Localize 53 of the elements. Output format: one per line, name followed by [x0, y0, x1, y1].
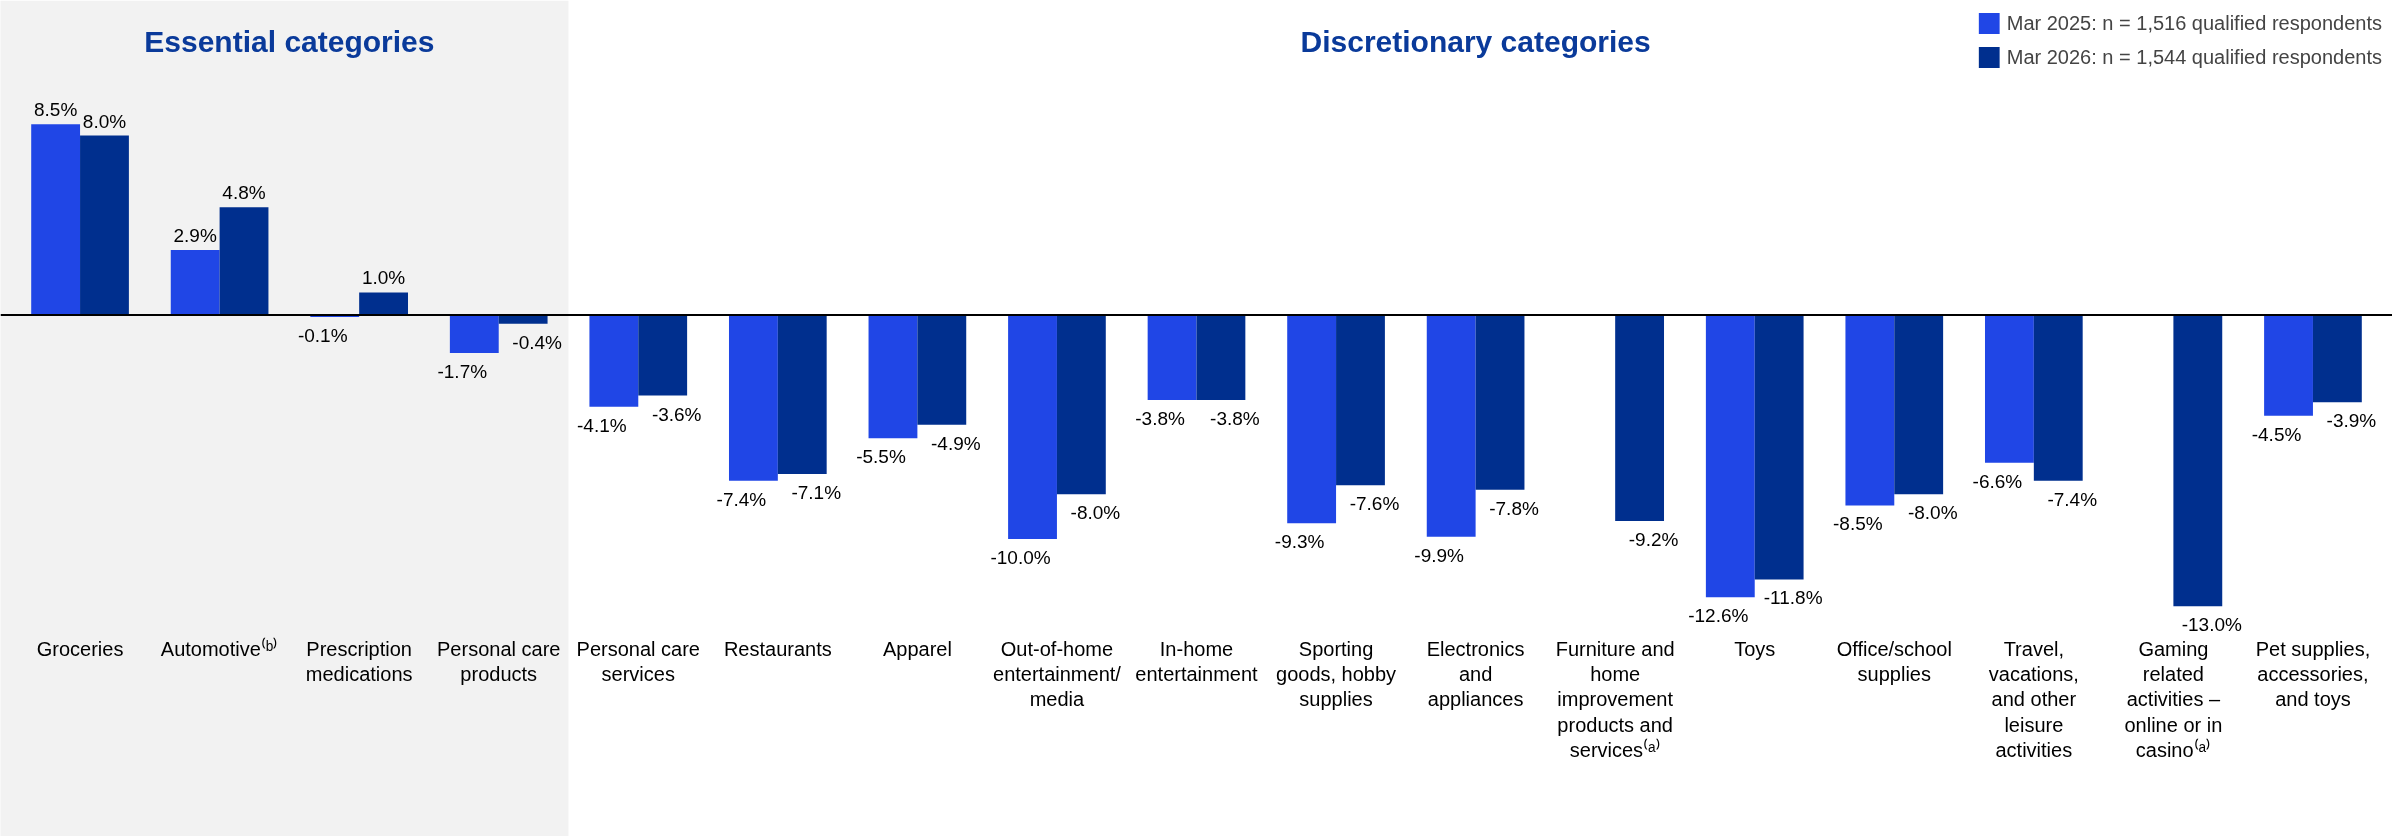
x-tick-label: Restaurants: [723, 637, 832, 660]
data-label: -7.4%: [2047, 488, 2098, 510]
data-label: -13.0%: [2181, 614, 2243, 636]
x-tick-label: Personal care products: [437, 637, 561, 685]
x-tick-label: Travel, vacations, and other leisure activities: [1988, 637, 2079, 761]
x-tick-label: Electronics and appliances: [1426, 637, 1525, 711]
data-label: -7.4%: [716, 488, 767, 510]
data-label: 8.5%: [33, 99, 78, 121]
x-tick-label: In-home entertainment: [1135, 637, 1259, 685]
data-label: -3.8%: [1135, 408, 1185, 430]
x-tick-label: Sporting goods, hobby supplies: [1276, 637, 1397, 711]
x-tick-label: Groceries: [36, 637, 124, 660]
x-tick-label: Personal care services: [576, 637, 700, 685]
x-tick-label: Apparel: [882, 637, 952, 660]
legend-label: Mar 2025: n = 1,516 qualified respondents: [2006, 11, 2382, 35]
x-tick-label: Furniture and home improvement products and services⁽ᵃ⁾: [1555, 637, 1675, 761]
data-label: -4.1%: [577, 414, 627, 436]
x-tick-label: Toys: [1734, 637, 1776, 660]
data-label: -6.6%: [1972, 470, 2023, 492]
data-label: -7.6%: [1349, 493, 1400, 515]
data-label: -7.8%: [1489, 497, 1539, 519]
data-label: -5.5%: [856, 446, 906, 468]
data-label: 1.0%: [361, 267, 406, 289]
data-label: -9.2%: [1628, 529, 1679, 551]
x-tick-label: Automotive⁽ᵇ⁾: [160, 636, 279, 660]
x-tick-label: Office/school supplies: [1836, 637, 1952, 685]
data-label: -8.0%: [1907, 502, 1958, 524]
data-label: -7.1%: [791, 482, 842, 504]
data-label: -8.5%: [1833, 513, 1883, 535]
data-label: -4.5%: [2251, 423, 2302, 445]
x-tick-label: Gaming related activities – online or in casino⁽ᵃ⁾: [2124, 637, 2223, 761]
data-label: -10.0%: [990, 547, 1051, 569]
x-tick-label: Out-of-home entertainment/ media: [993, 637, 1122, 711]
x-tick-label: Pet supplies, accessories, and toys: [2255, 637, 2371, 711]
data-label: -3.9%: [2326, 410, 2377, 432]
x-tick-label: Prescription medications: [305, 637, 413, 685]
data-label: 4.8%: [222, 182, 266, 204]
data-label: -12.6%: [1688, 605, 1749, 627]
data-label: -4.9%: [930, 432, 981, 454]
legend-label: Mar 2026: n = 1,544 qualified respondents: [2006, 45, 2382, 69]
data-label: -1.7%: [437, 360, 488, 382]
data-label: -3.6%: [651, 403, 702, 425]
text: Discretionary categories: [1300, 24, 1651, 58]
data-label: -8.0%: [1070, 502, 1121, 524]
data-label: -3.8%: [1210, 408, 1260, 430]
data-label: 8.0%: [82, 110, 127, 132]
data-label: -0.1%: [297, 325, 348, 347]
data-label: -9.9%: [1414, 544, 1465, 566]
band-label: Essential categories: [144, 24, 435, 58]
data-label: -0.4%: [512, 331, 563, 353]
data-label: -11.8%: [1763, 587, 1823, 609]
data-label: -9.3%: [1274, 531, 1325, 553]
data-label: 2.9%: [173, 224, 217, 246]
